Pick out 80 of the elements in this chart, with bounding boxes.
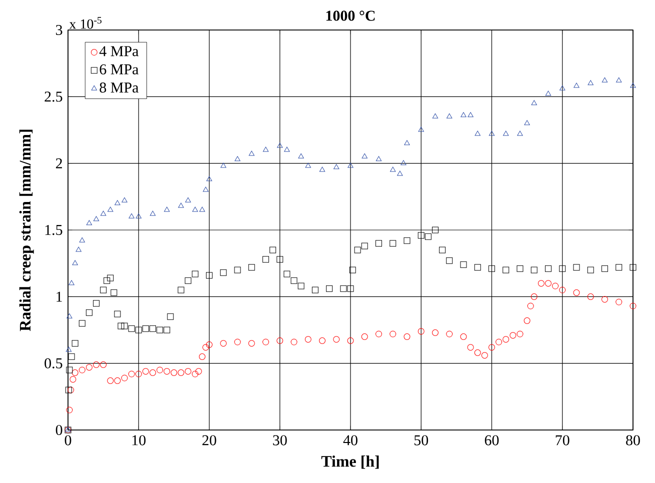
point — [474, 130, 480, 136]
point — [531, 100, 537, 106]
point — [220, 162, 226, 168]
point — [319, 166, 326, 172]
point — [298, 153, 304, 158]
point — [524, 120, 530, 126]
x-tick-label: 80 — [626, 435, 640, 446]
point — [93, 216, 100, 222]
point — [468, 112, 474, 118]
point — [560, 85, 566, 90]
point — [86, 220, 92, 226]
point — [185, 197, 191, 202]
point — [108, 206, 114, 212]
y-tick-label: 2 — [56, 158, 62, 168]
point — [262, 146, 269, 152]
x-tick-label: 20 — [202, 435, 216, 446]
point — [334, 164, 340, 170]
point — [76, 246, 82, 252]
point — [178, 202, 184, 208]
point — [66, 346, 72, 352]
point — [400, 160, 406, 166]
point — [202, 186, 209, 192]
point — [616, 77, 622, 82]
point — [503, 130, 509, 136]
point — [136, 213, 142, 218]
point — [348, 162, 354, 168]
point — [150, 210, 156, 216]
y-tick-label: 0 — [56, 424, 62, 436]
point — [277, 142, 283, 148]
point — [488, 130, 495, 136]
x-tick-label: 10 — [132, 435, 146, 446]
point — [248, 150, 254, 156]
point — [79, 237, 85, 242]
point — [446, 113, 452, 118]
point — [588, 80, 594, 86]
point — [545, 90, 552, 96]
point — [397, 170, 403, 176]
legend-label: 6 MPa — [100, 64, 139, 74]
point — [68, 280, 74, 286]
point — [362, 153, 368, 158]
point — [66, 313, 72, 318]
point — [114, 200, 120, 206]
point — [574, 82, 580, 88]
point — [630, 82, 636, 88]
x-tick-label: 30 — [273, 435, 287, 446]
x-tick-label: 0 — [64, 435, 72, 446]
chart-title: 1000 °C — [326, 10, 375, 21]
x-tick-label: 60 — [484, 435, 499, 446]
point — [460, 112, 466, 118]
legend-label: 4 MPa — [99, 46, 139, 56]
x-tick-label: 50 — [414, 435, 428, 446]
point — [418, 126, 424, 132]
point — [376, 156, 382, 162]
point — [100, 210, 106, 216]
point — [390, 166, 396, 172]
y-tick-label: 3 — [56, 24, 62, 36]
point — [128, 213, 134, 218]
y-tick-label: 2.5 — [44, 92, 62, 102]
legend-label: 8 MPa — [100, 82, 139, 93]
point — [206, 176, 212, 182]
x-tick-label: 40 — [343, 435, 358, 446]
y-tick-label: 1.5 — [45, 224, 62, 236]
point — [234, 156, 240, 162]
y-tick-label: 1 — [56, 292, 62, 302]
text: x 10$^{-5}$ — [69, 17, 102, 29]
point — [305, 162, 311, 168]
point — [192, 206, 198, 212]
x-tick-label: 70 — [556, 435, 570, 446]
x-axis-title: Time [h] — [321, 456, 379, 469]
point — [199, 206, 206, 212]
point — [284, 146, 290, 152]
point — [432, 113, 438, 118]
point — [404, 140, 410, 146]
point — [72, 260, 78, 266]
point — [164, 206, 170, 212]
point — [122, 197, 128, 202]
point — [517, 130, 523, 136]
y-tick-label: 0.5 — [44, 358, 62, 368]
point — [602, 77, 608, 82]
y-axis-title: Radial creep strain [mm/mm] — [19, 130, 34, 332]
